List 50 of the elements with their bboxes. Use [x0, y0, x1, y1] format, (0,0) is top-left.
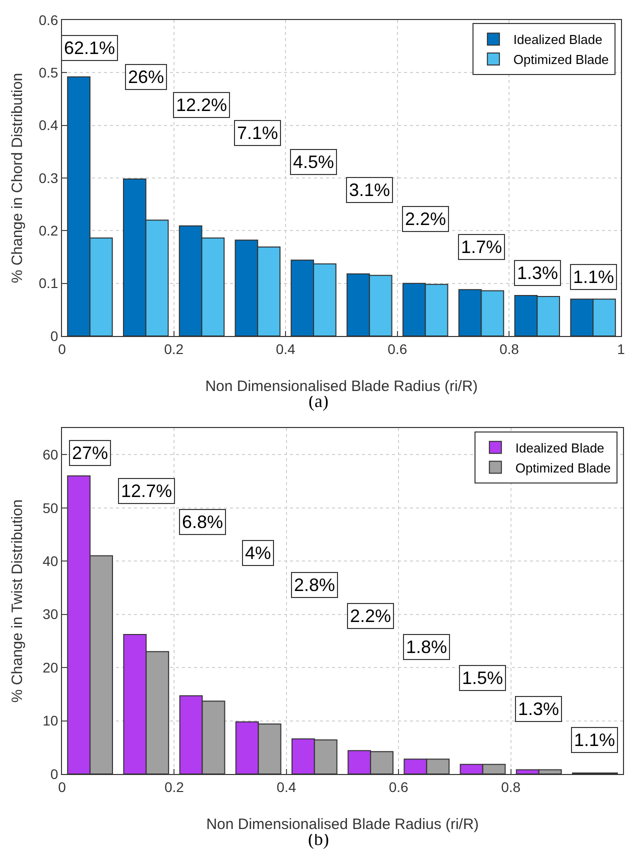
y-tick-label: 0.3	[38, 170, 58, 186]
annotation: 1.3%	[517, 263, 558, 283]
y-tick-label: 20	[42, 659, 58, 676]
annotation: 1.1%	[574, 730, 616, 750]
legend-label: Optimized Blade	[513, 52, 609, 68]
y-tick-label: 0.4	[38, 117, 58, 134]
annotation: 1.8%	[406, 637, 448, 657]
x-tick-label: 0.4	[276, 340, 296, 357]
x-tick-label: 0.6	[388, 340, 408, 357]
x-tick-label: 0.4	[276, 778, 296, 795]
annotation: 1.5%	[462, 668, 504, 688]
y-tick-label: 0.1	[38, 275, 58, 292]
legend-label: Idealized Blade	[515, 440, 604, 456]
annotation: 26%	[128, 67, 164, 87]
annotation: 4%	[245, 543, 272, 563]
annotation: 3.1%	[349, 180, 390, 200]
annotation: 2.8%	[294, 575, 336, 595]
x-tick-label: 0.8	[501, 778, 521, 795]
y-tick-label: 0	[50, 766, 58, 782]
x-tick-label: 0.2	[164, 340, 184, 357]
y-tick-label: 10	[42, 712, 58, 729]
annotation: 6.8%	[182, 512, 224, 532]
x-axis-title: Non Dimensionalised Blade Radius (ri/R)	[206, 816, 479, 833]
y-tick-label: 60	[42, 446, 58, 463]
annotation: 4.5%	[293, 152, 334, 172]
annotation: 1.7%	[461, 237, 502, 257]
y-tick-label: 0	[50, 328, 58, 344]
annotation: 12.2%	[176, 95, 228, 115]
y-tick-label: 0.6	[38, 12, 58, 28]
annotation: 1.3%	[518, 699, 560, 719]
annotation: 1.1%	[573, 267, 614, 287]
y-tick-label: 0.5	[38, 64, 58, 81]
x-tick-label: 0.2	[164, 778, 184, 795]
x-tick-label: 0.8	[499, 340, 520, 357]
annotation: 27%	[72, 443, 108, 463]
legend-label: Optimized Blade	[515, 460, 611, 476]
y-axis-title: % Change in Chord Distribution	[9, 72, 26, 284]
y-tick-label: 0.2	[38, 222, 58, 239]
annotation: 2.2%	[350, 606, 392, 626]
y-axis-title: % Change in Twist Distribution	[9, 499, 26, 703]
y-tick-label: 50	[42, 500, 58, 516]
annotation: 62.1%	[64, 38, 116, 58]
legend-label: Idealized Blade	[513, 32, 602, 48]
annotation: 2.2%	[405, 209, 446, 229]
x-tick-label: 0.6	[388, 778, 409, 795]
annotation: 7.1%	[237, 123, 278, 143]
x-tick-label: 1	[617, 340, 626, 357]
annotation: 12.7%	[121, 481, 172, 501]
y-tick-label: 30	[42, 606, 58, 622]
y-tick-label: 40	[42, 552, 58, 569]
